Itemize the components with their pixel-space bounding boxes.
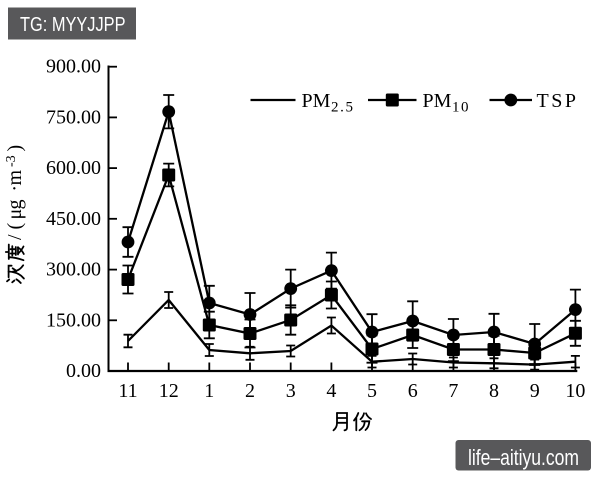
svg-text:/(μg·m: /(μg·m <box>4 170 26 241</box>
svg-text:2: 2 <box>245 380 255 402</box>
svg-text:3: 3 <box>286 380 296 402</box>
svg-text:PM: PM <box>423 90 452 112</box>
svg-text:TG: MYYJJPP: TG: MYYJJPP <box>20 14 126 36</box>
svg-text:750.00: 750.00 <box>46 106 101 128</box>
svg-text:5: 5 <box>367 380 377 402</box>
svg-text:300.00: 300.00 <box>46 259 101 281</box>
svg-text:11: 11 <box>118 380 137 402</box>
svg-text:10: 10 <box>565 380 585 402</box>
svg-text:900.00: 900.00 <box>46 56 101 78</box>
svg-text:150.00: 150.00 <box>46 309 101 331</box>
svg-text:8: 8 <box>489 380 499 402</box>
svg-text:-3: -3 <box>4 155 19 167</box>
svg-text:450.00: 450.00 <box>46 208 101 230</box>
svg-text:0.00: 0.00 <box>66 360 101 382</box>
svg-text:4: 4 <box>326 380 336 402</box>
svg-text:600.00: 600.00 <box>46 157 101 179</box>
svg-text:2.5: 2.5 <box>331 99 353 115</box>
svg-text:1: 1 <box>204 380 214 402</box>
svg-text:7: 7 <box>448 380 458 402</box>
svg-text:12: 12 <box>159 380 179 402</box>
svg-text:10: 10 <box>452 99 469 115</box>
svg-text:life–aitiyu.com: life–aitiyu.com <box>468 445 579 470</box>
svg-text:6: 6 <box>408 380 418 402</box>
svg-text:PM: PM <box>302 90 331 112</box>
svg-text:9: 9 <box>530 380 540 402</box>
svg-text:): ) <box>4 145 26 152</box>
svg-text:TSP: TSP <box>537 90 577 112</box>
